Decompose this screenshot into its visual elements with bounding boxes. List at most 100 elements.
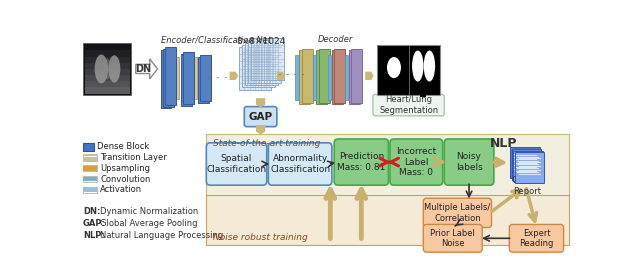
Bar — [345, 55, 348, 100]
Bar — [191, 57, 197, 99]
Text: DN:: DN: — [83, 207, 100, 216]
Text: Convolution: Convolution — [100, 174, 150, 184]
FancyBboxPatch shape — [268, 143, 332, 185]
FancyBboxPatch shape — [444, 139, 494, 185]
Text: Upsampling: Upsampling — [100, 164, 150, 173]
Bar — [312, 55, 316, 100]
Bar — [83, 176, 97, 182]
Bar — [296, 55, 298, 100]
Bar — [84, 44, 130, 50]
Text: Expert
Reading: Expert Reading — [519, 229, 554, 248]
Text: · · ·: · · · — [278, 69, 298, 82]
Bar — [334, 49, 345, 103]
FancyBboxPatch shape — [334, 139, 388, 185]
Ellipse shape — [108, 55, 120, 83]
Bar — [510, 147, 540, 178]
Polygon shape — [256, 98, 265, 107]
Bar — [515, 152, 544, 183]
Bar — [163, 49, 174, 107]
FancyBboxPatch shape — [206, 143, 267, 185]
Bar — [83, 154, 97, 160]
Text: Encoder/Classification Net: Encoder/Classification Net — [161, 35, 271, 44]
Text: State-of-the-art training: State-of-the-art training — [212, 139, 320, 148]
Bar — [206, 134, 569, 196]
Text: Spatial
Classification: Spatial Classification — [207, 154, 267, 174]
Bar — [83, 154, 97, 156]
Text: GAP:: GAP: — [83, 219, 106, 228]
FancyBboxPatch shape — [509, 224, 564, 252]
Bar — [319, 49, 330, 103]
Text: NLP:: NLP: — [83, 231, 105, 240]
Ellipse shape — [95, 54, 108, 83]
Bar — [83, 143, 94, 150]
FancyBboxPatch shape — [423, 224, 482, 252]
Text: Dense Block: Dense Block — [97, 142, 149, 151]
Bar — [173, 57, 179, 99]
Text: Incorrect
Label
Mass: 0: Incorrect Label Mass: 0 — [396, 147, 436, 177]
Bar — [239, 47, 271, 90]
Ellipse shape — [104, 58, 111, 79]
Bar — [332, 50, 343, 104]
Bar — [183, 52, 194, 104]
Bar — [83, 157, 97, 158]
Text: Natural Language Processing: Natural Language Processing — [100, 231, 223, 240]
Text: DN: DN — [134, 64, 151, 74]
Bar — [84, 81, 130, 87]
Polygon shape — [365, 72, 374, 80]
Bar — [84, 75, 130, 81]
Text: Transition Layer: Transition Layer — [100, 153, 167, 162]
Text: Noisy
labels: Noisy labels — [456, 152, 483, 172]
Bar — [83, 177, 97, 181]
Text: Activation: Activation — [100, 185, 142, 194]
Polygon shape — [277, 72, 285, 80]
Ellipse shape — [424, 50, 435, 81]
Text: Multiple Labels/
Correlation: Multiple Labels/ Correlation — [424, 203, 490, 223]
Bar — [83, 187, 97, 192]
Text: Decoder: Decoder — [318, 35, 353, 44]
Bar — [84, 50, 130, 57]
Bar — [349, 50, 360, 104]
Bar — [83, 166, 97, 170]
Bar — [206, 195, 569, 245]
Text: · · ·: · · · — [208, 72, 228, 85]
Bar — [252, 38, 284, 80]
Text: Heart/Lung
Segmentation: Heart/Lung Segmentation — [379, 95, 438, 115]
Bar — [301, 49, 312, 103]
Text: Prior Label
Noise: Prior Label Noise — [430, 229, 476, 248]
Text: Prediction
Mass: 0.81: Prediction Mass: 0.81 — [337, 152, 385, 172]
Text: NLP: NLP — [490, 137, 517, 150]
Polygon shape — [256, 125, 265, 134]
FancyBboxPatch shape — [390, 139, 443, 185]
Bar — [300, 50, 310, 104]
Bar — [377, 45, 440, 95]
Polygon shape — [230, 72, 238, 80]
Bar — [248, 40, 281, 83]
FancyBboxPatch shape — [423, 198, 492, 227]
Polygon shape — [136, 59, 157, 79]
Text: Noise robust training: Noise robust training — [212, 233, 307, 242]
Bar — [316, 50, 327, 104]
Bar — [83, 187, 97, 193]
Bar — [328, 55, 331, 100]
Text: Dynamic Normalization: Dynamic Normalization — [100, 207, 198, 216]
Bar — [84, 63, 130, 69]
Bar — [83, 165, 97, 171]
Text: Global Average Pooling: Global Average Pooling — [100, 219, 198, 228]
Bar — [511, 149, 541, 180]
Bar — [83, 43, 131, 95]
Bar — [245, 43, 278, 85]
Ellipse shape — [387, 57, 401, 78]
Text: Abnormality
Classification: Abnormality Classification — [270, 154, 330, 174]
Text: GAP: GAP — [248, 112, 273, 122]
Bar — [83, 159, 97, 161]
Bar — [351, 49, 362, 103]
Text: Clinical
Report: Clinical Report — [512, 176, 543, 196]
Bar — [198, 57, 209, 103]
Ellipse shape — [412, 50, 424, 81]
Bar — [242, 45, 275, 87]
FancyBboxPatch shape — [244, 107, 277, 127]
Text: · · ·: · · · — [285, 69, 305, 82]
Bar — [200, 55, 211, 101]
Bar — [161, 50, 172, 108]
Bar — [180, 54, 191, 106]
